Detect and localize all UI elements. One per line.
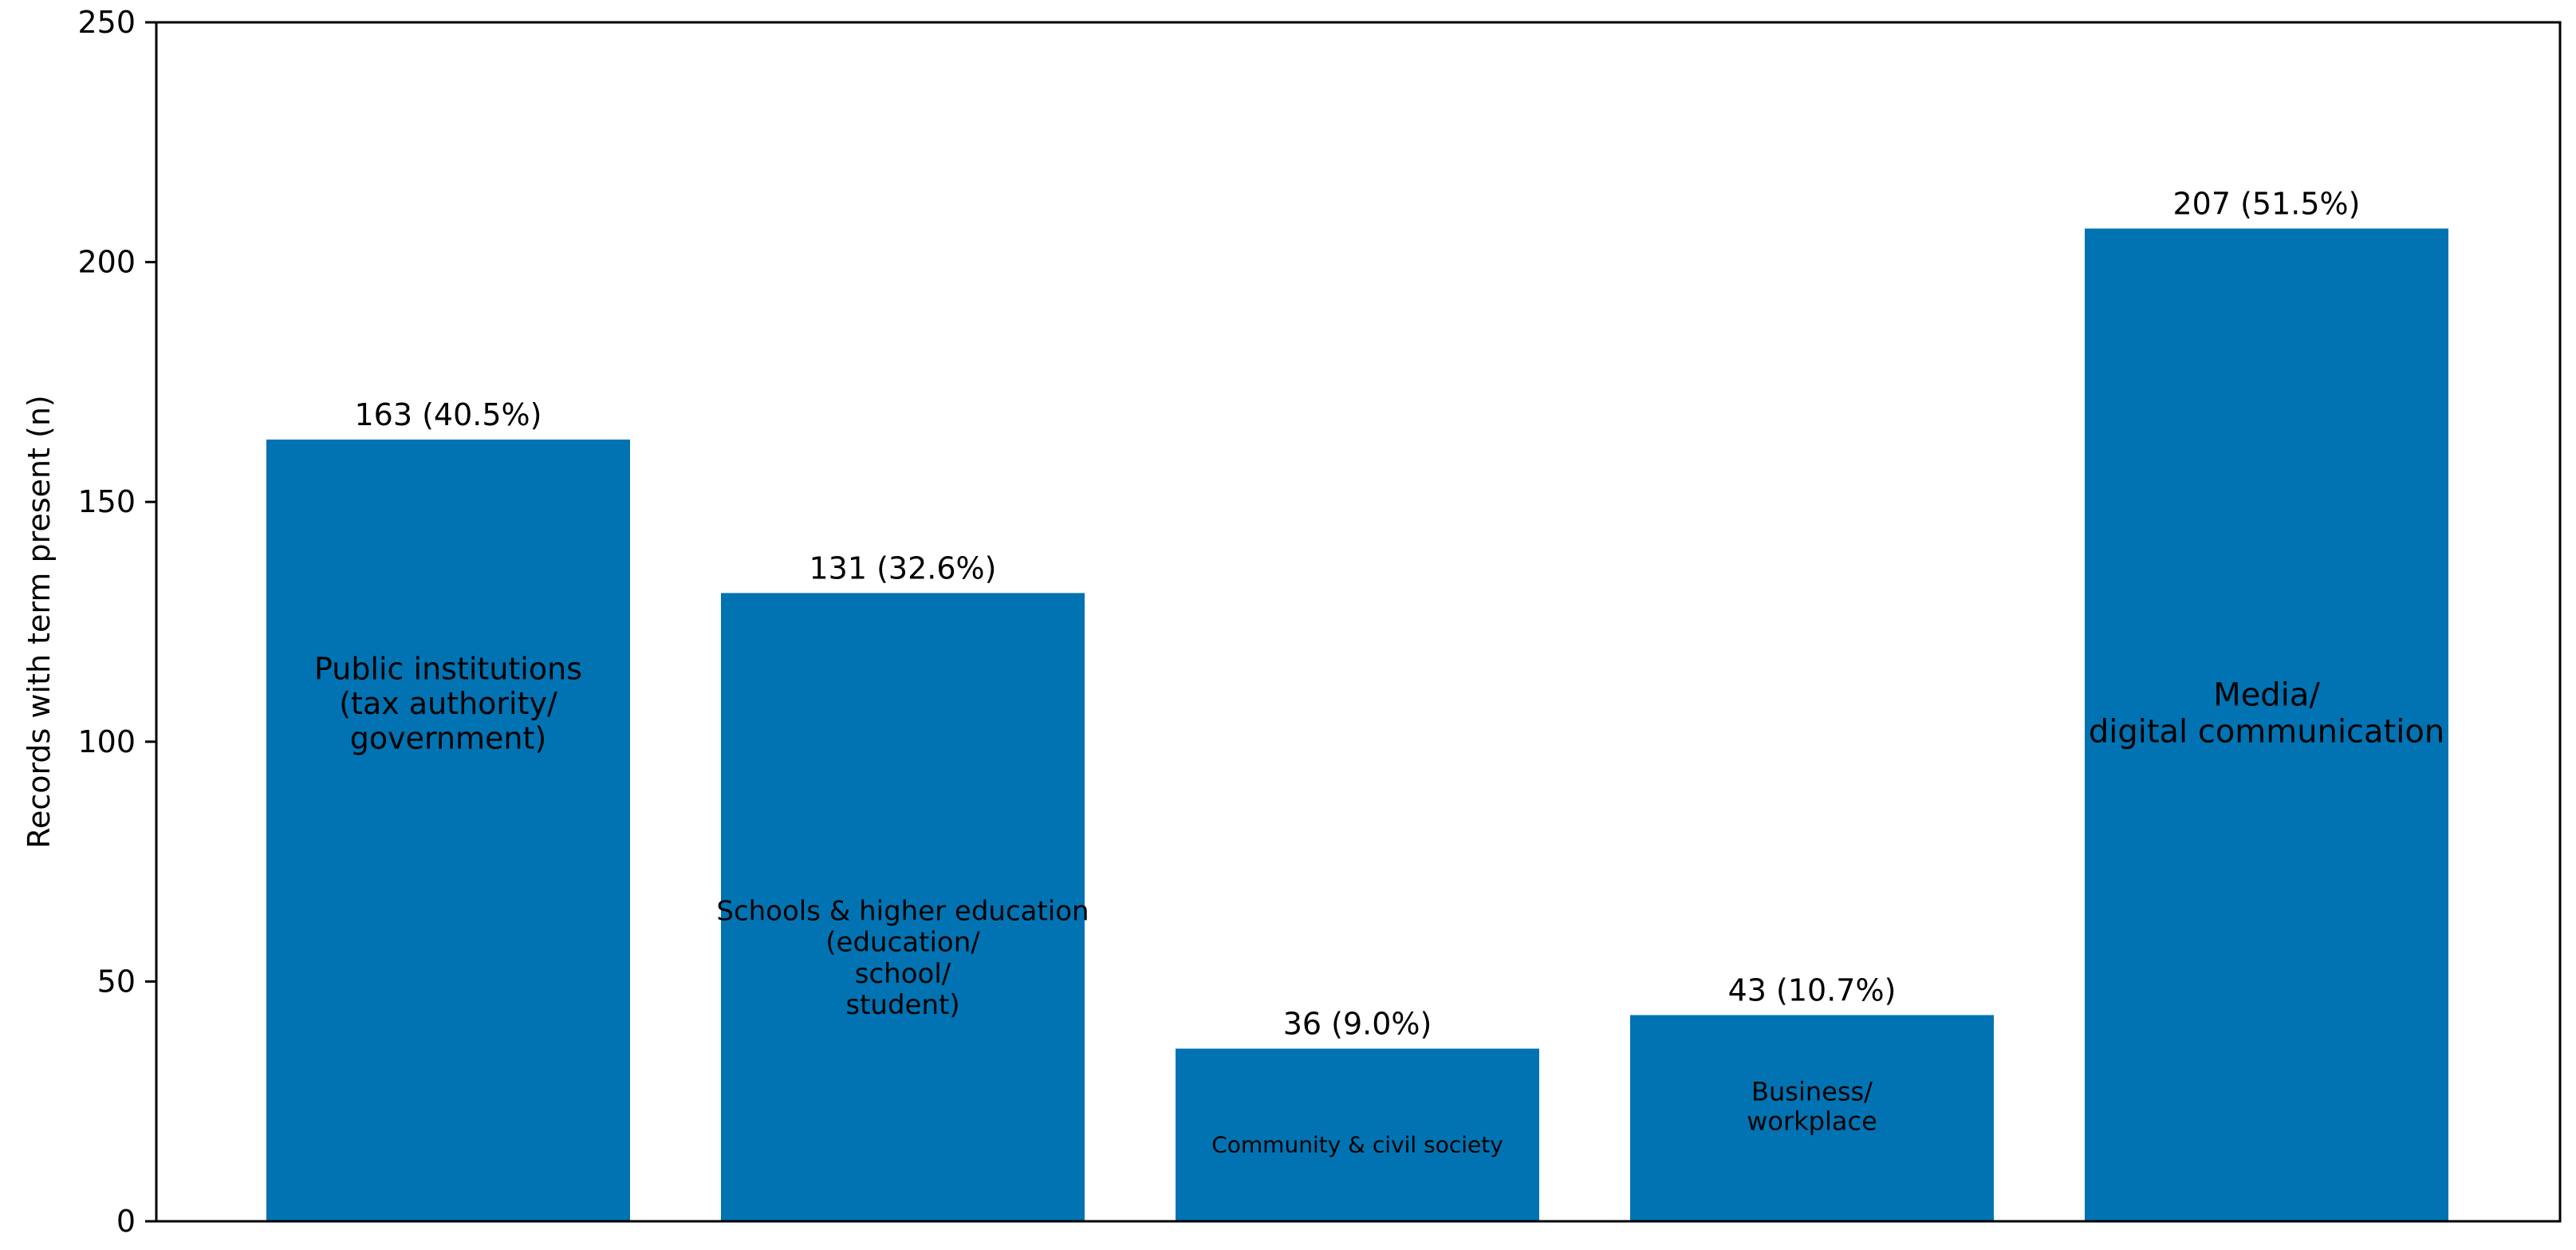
bar-business (1630, 1015, 1994, 1221)
category-label-community-civil-society: Community & civil society (1211, 1132, 1503, 1158)
axes-group: 0 50 100 150 200 250 Records with term present… (22, 5, 2562, 1239)
category-label-public-institutions: Public institutions (tax authority/govern… (314, 651, 582, 755)
y-tick-label-250: 250 (77, 5, 136, 40)
plot-frame (155, 21, 2562, 1223)
value-label-public-institutions: 163 (40.5%) (355, 397, 542, 432)
y-tick-label-0: 0 (116, 1204, 136, 1239)
value-label-community-civil-society: 36 (9.0%) (1283, 1007, 1432, 1042)
bars-group (266, 228, 2448, 1221)
y-tick-label-150: 150 (77, 484, 136, 519)
y-tick-label-100: 100 (77, 724, 136, 759)
bar-public-institutions (266, 440, 630, 1221)
labels-group: 163 (40.5%) Public institutions (tax autho… (314, 187, 2444, 1158)
y-tick-label-200: 200 (77, 245, 136, 280)
bar-community-civil-society (1176, 1048, 1539, 1221)
value-label-schools-higher-education: 131 (32.6%) (809, 550, 997, 586)
y-tick-label-50: 50 (97, 964, 136, 999)
value-label-business: 43 (10.7%) (1728, 972, 1897, 1007)
value-label-media: 207 (51.5%) (2173, 187, 2361, 222)
bar-media (2085, 228, 2448, 1221)
y-axis-label: Records with term present (n) (22, 395, 57, 848)
category-label-schools-higher-education: Schools & higher education (education/sch… (716, 896, 1089, 1021)
category-label-business: Business/workplace (1747, 1077, 1877, 1137)
bar-schools-higher-education (721, 593, 1085, 1221)
category-label-media: Media/digital communication (2089, 677, 2444, 751)
